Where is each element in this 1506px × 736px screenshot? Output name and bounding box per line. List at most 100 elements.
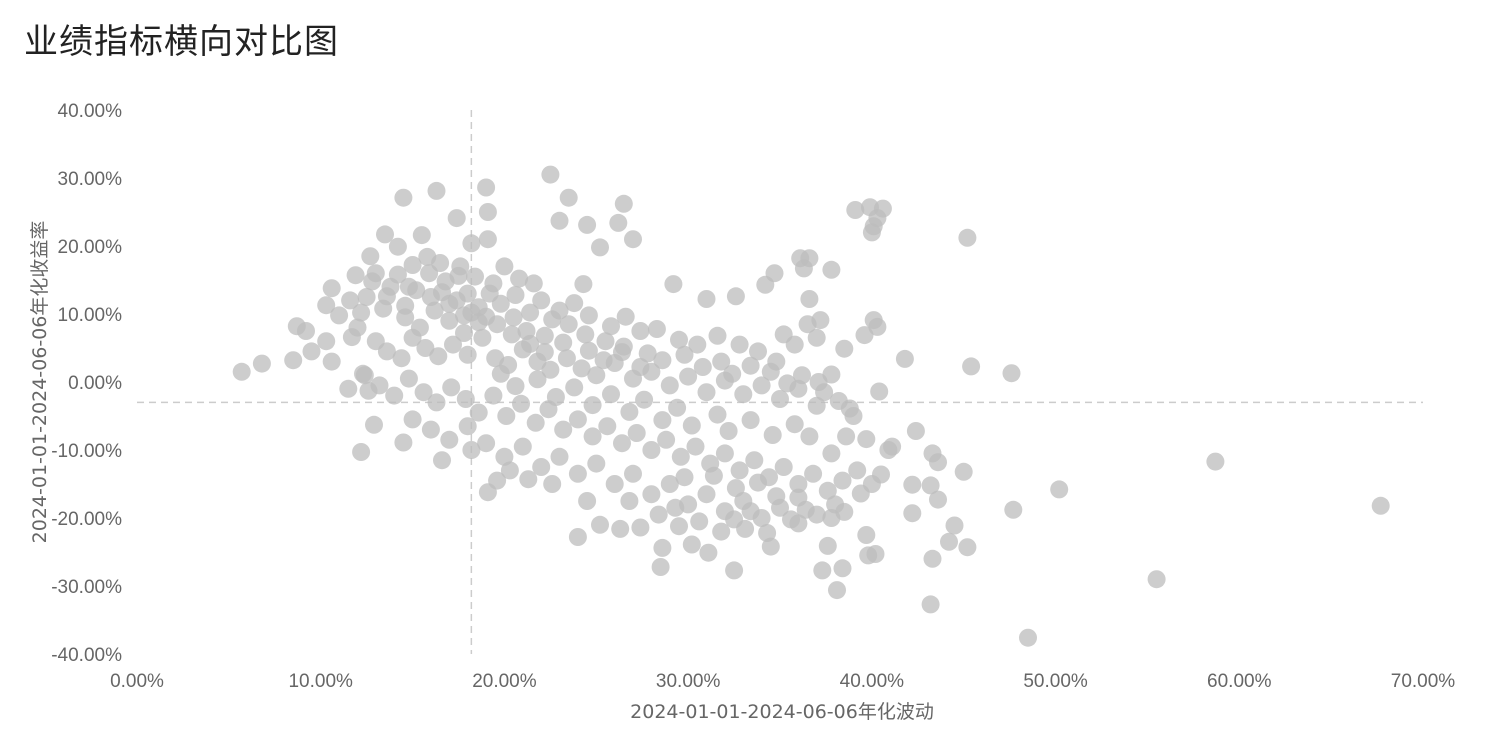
scatter-point: [458, 417, 477, 436]
scatter-point: [477, 307, 496, 326]
scatter-point: [510, 269, 529, 288]
scatter-point: [675, 345, 694, 364]
scatter-point: [317, 332, 336, 351]
y-tick-label: 0.00%: [68, 373, 122, 394]
scatter-point: [370, 376, 389, 395]
scatter-point: [473, 328, 492, 347]
scatter-point: [414, 383, 433, 402]
scatter-point: [574, 275, 593, 294]
scatter-point: [528, 370, 547, 389]
scatter-point: [778, 374, 797, 393]
x-axis-label: 2024-01-01-2024-06-06年化波动: [630, 701, 934, 723]
scatter-point: [462, 441, 481, 459]
scatter-point: [550, 211, 569, 230]
scatter-point: [616, 307, 635, 326]
scatter-point: [664, 275, 683, 294]
scatter-point: [396, 308, 415, 327]
scatter-point: [670, 330, 688, 349]
y-tick-label: -30.00%: [51, 577, 122, 598]
y-tick-label: -10.00%: [51, 441, 122, 462]
scatter-point: [341, 291, 360, 310]
scatter-point: [741, 356, 760, 375]
scatter-point: [906, 422, 925, 440]
scatter-point: [477, 434, 496, 453]
scatter-point: [392, 349, 411, 368]
scatter-point: [653, 351, 672, 370]
scatter-point: [835, 339, 854, 358]
scatter-point: [864, 217, 883, 236]
scatter-point: [715, 502, 734, 521]
scatter-point: [767, 487, 786, 506]
scatter-point: [284, 351, 303, 370]
scatter-point: [557, 349, 576, 368]
scatter-point: [297, 322, 315, 340]
scatter-point: [682, 535, 701, 554]
scatter-point: [365, 415, 383, 434]
scatter-point: [352, 303, 371, 322]
scatter-point: [660, 376, 679, 395]
scatter-point: [427, 393, 446, 412]
scatter-point: [726, 287, 745, 306]
scatter-point: [668, 398, 687, 417]
scatter-point: [376, 225, 394, 244]
scatter-point: [807, 396, 826, 415]
scatter-point: [524, 274, 543, 293]
scatter-point: [1147, 570, 1166, 589]
scatter-point: [1004, 500, 1023, 519]
scatter-point: [352, 443, 371, 461]
scatter-point: [712, 522, 731, 541]
scatter-point: [734, 385, 753, 404]
scatter-point: [826, 495, 845, 514]
scatter-point: [675, 468, 694, 487]
scatter-point: [596, 332, 615, 351]
scatter-point: [712, 352, 731, 371]
scatter-point: [822, 260, 841, 279]
scatter-point: [394, 433, 413, 452]
x-axis-ticks: 0.00% 10.00% 20.00% 30.00% 40.00% 50.00% 60.00…: [110, 671, 1455, 692]
scatter-point: [818, 481, 837, 500]
scatter-point: [609, 213, 628, 232]
scatter-point: [642, 485, 661, 504]
scatter-point: [317, 296, 336, 315]
scatter-point: [857, 526, 876, 544]
scatter-point: [541, 360, 560, 379]
scatter-point: [833, 559, 852, 578]
scatter-point: [749, 473, 767, 492]
scatter-point: [462, 303, 481, 322]
scatter-point: [767, 352, 786, 371]
scatter-point: [442, 378, 461, 397]
scatter-point: [697, 485, 716, 504]
scatter-point: [793, 366, 811, 385]
x-tick-label: 40.00%: [840, 671, 905, 692]
scatter-point: [789, 475, 808, 493]
scatter-point: [958, 538, 977, 557]
scatter-point: [541, 165, 560, 184]
scatter-point: [583, 396, 602, 415]
scatter-point: [399, 277, 418, 296]
scatter-point: [844, 407, 863, 425]
scatter-point: [456, 390, 475, 408]
scatter-point: [587, 454, 606, 473]
scatter-point: [697, 290, 716, 308]
y-tick-label: -40.00%: [51, 645, 122, 666]
scatter-point: [945, 516, 964, 535]
scatter-point: [651, 558, 670, 576]
scatter-point: [427, 181, 446, 200]
scatter-point: [543, 475, 562, 493]
scatter-point: [425, 301, 444, 320]
scatter-point: [866, 545, 885, 563]
scatter-point: [624, 230, 642, 249]
scatter-point: [818, 536, 837, 555]
scatter-point: [421, 420, 440, 439]
scatter-point: [758, 524, 777, 542]
scatter-point: [782, 510, 800, 529]
scatter-point: [715, 444, 734, 463]
scatter-point: [940, 532, 958, 551]
scatter-point: [302, 342, 321, 361]
scatter-point: [829, 392, 848, 410]
x-tick-label: 30.00%: [656, 671, 721, 692]
scatter-point: [752, 376, 771, 395]
scatter-point: [532, 458, 551, 476]
scatter-point: [322, 352, 341, 371]
scatter-point: [559, 188, 578, 207]
